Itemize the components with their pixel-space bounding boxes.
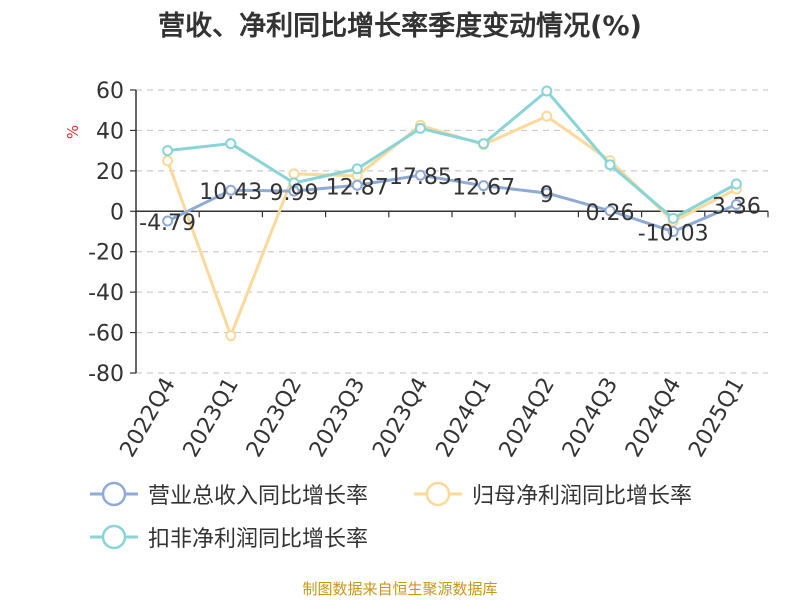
data-label: -4.79 (139, 211, 196, 236)
data-point-2[interactable] (541, 85, 553, 97)
y-tick-label: 0 (110, 200, 124, 225)
data-label: 10.43 (199, 180, 262, 205)
data-label: 17.85 (389, 165, 452, 190)
y-tick-label: 60 (96, 79, 124, 104)
data-label: 9 (540, 183, 554, 208)
data-point-0[interactable] (730, 198, 742, 210)
series-line-0 (166, 173, 737, 234)
data-point-0[interactable] (225, 184, 237, 196)
y-tick-label: -20 (88, 241, 124, 266)
legend-label: 归母净利润同比增长率 (472, 484, 693, 509)
data-point-2[interactable] (478, 138, 490, 150)
data-label: 9.99 (270, 181, 319, 206)
data-point-1[interactable] (541, 110, 553, 122)
data-label: 0.26 (586, 201, 635, 226)
legend-item-deducted-net-profit[interactable]: 扣非净利润同比增长率 (90, 521, 368, 553)
x-tick-label: 2024Q2 (495, 374, 560, 462)
data-point-2[interactable] (225, 138, 237, 150)
y-axis-unit-label: % (64, 125, 82, 139)
x-tick-label: 2022Q4 (115, 374, 180, 462)
data-point-2[interactable] (667, 212, 679, 224)
y-tick-label: -40 (88, 281, 124, 306)
legend-label: 营业总收入同比增长率 (148, 484, 369, 509)
legend-item-revenue[interactable]: 营业总收入同比增长率 (90, 478, 368, 510)
x-tick-label: 2024Q1 (431, 373, 496, 461)
chart-title: 营收、净利同比增长率季度变动情况(%) (158, 11, 642, 42)
series-line-2 (167, 89, 738, 220)
data-label: 12.67 (452, 176, 515, 201)
legend-marker-icon (90, 481, 138, 507)
x-tick-label: 2023Q1 (179, 374, 244, 462)
data-point-0[interactable] (414, 169, 426, 181)
data-point-2[interactable] (162, 145, 174, 157)
x-tick-label: 2024Q3 (558, 374, 623, 462)
data-point-0[interactable] (162, 215, 174, 227)
data-point-0[interactable] (604, 205, 616, 217)
x-tick-label: 2023Q3 (305, 374, 370, 462)
data-label: 12.87 (326, 175, 389, 200)
data-point-0[interactable] (478, 180, 490, 192)
y-tick-label: -80 (88, 362, 124, 387)
data-point-0[interactable] (667, 226, 679, 238)
data-point-2[interactable] (414, 122, 426, 134)
x-tick-label: 2025Q1 (684, 374, 749, 462)
data-point-0[interactable] (351, 179, 363, 191)
data-point-1[interactable] (162, 155, 174, 167)
x-tick-label: 2023Q2 (242, 374, 307, 462)
y-tick-label: 20 (96, 160, 124, 185)
x-tick-label: 2023Q4 (368, 374, 433, 462)
legend-marker-icon (90, 524, 138, 550)
x-tick-label: 2024Q4 (621, 374, 686, 462)
data-point-1[interactable] (288, 168, 300, 180)
data-point-0[interactable] (541, 187, 553, 199)
data-point-2[interactable] (730, 178, 742, 190)
legend-marker-icon (414, 481, 462, 507)
y-tick-label: 40 (96, 119, 124, 144)
legend-item-net-profit[interactable]: 归母净利润同比增长率 (414, 478, 692, 510)
data-source-note: 制图数据来自恒生聚源数据库 (302, 580, 498, 598)
data-label: 3.36 (712, 194, 761, 219)
data-point-2[interactable] (351, 163, 363, 175)
data-point-1[interactable] (225, 330, 237, 342)
data-label: -10.03 (638, 222, 709, 247)
data-point-0[interactable] (288, 185, 300, 197)
data-point-2[interactable] (604, 159, 616, 171)
legend-label: 扣非净利润同比增长率 (148, 527, 369, 552)
y-tick-label: -60 (88, 322, 124, 347)
